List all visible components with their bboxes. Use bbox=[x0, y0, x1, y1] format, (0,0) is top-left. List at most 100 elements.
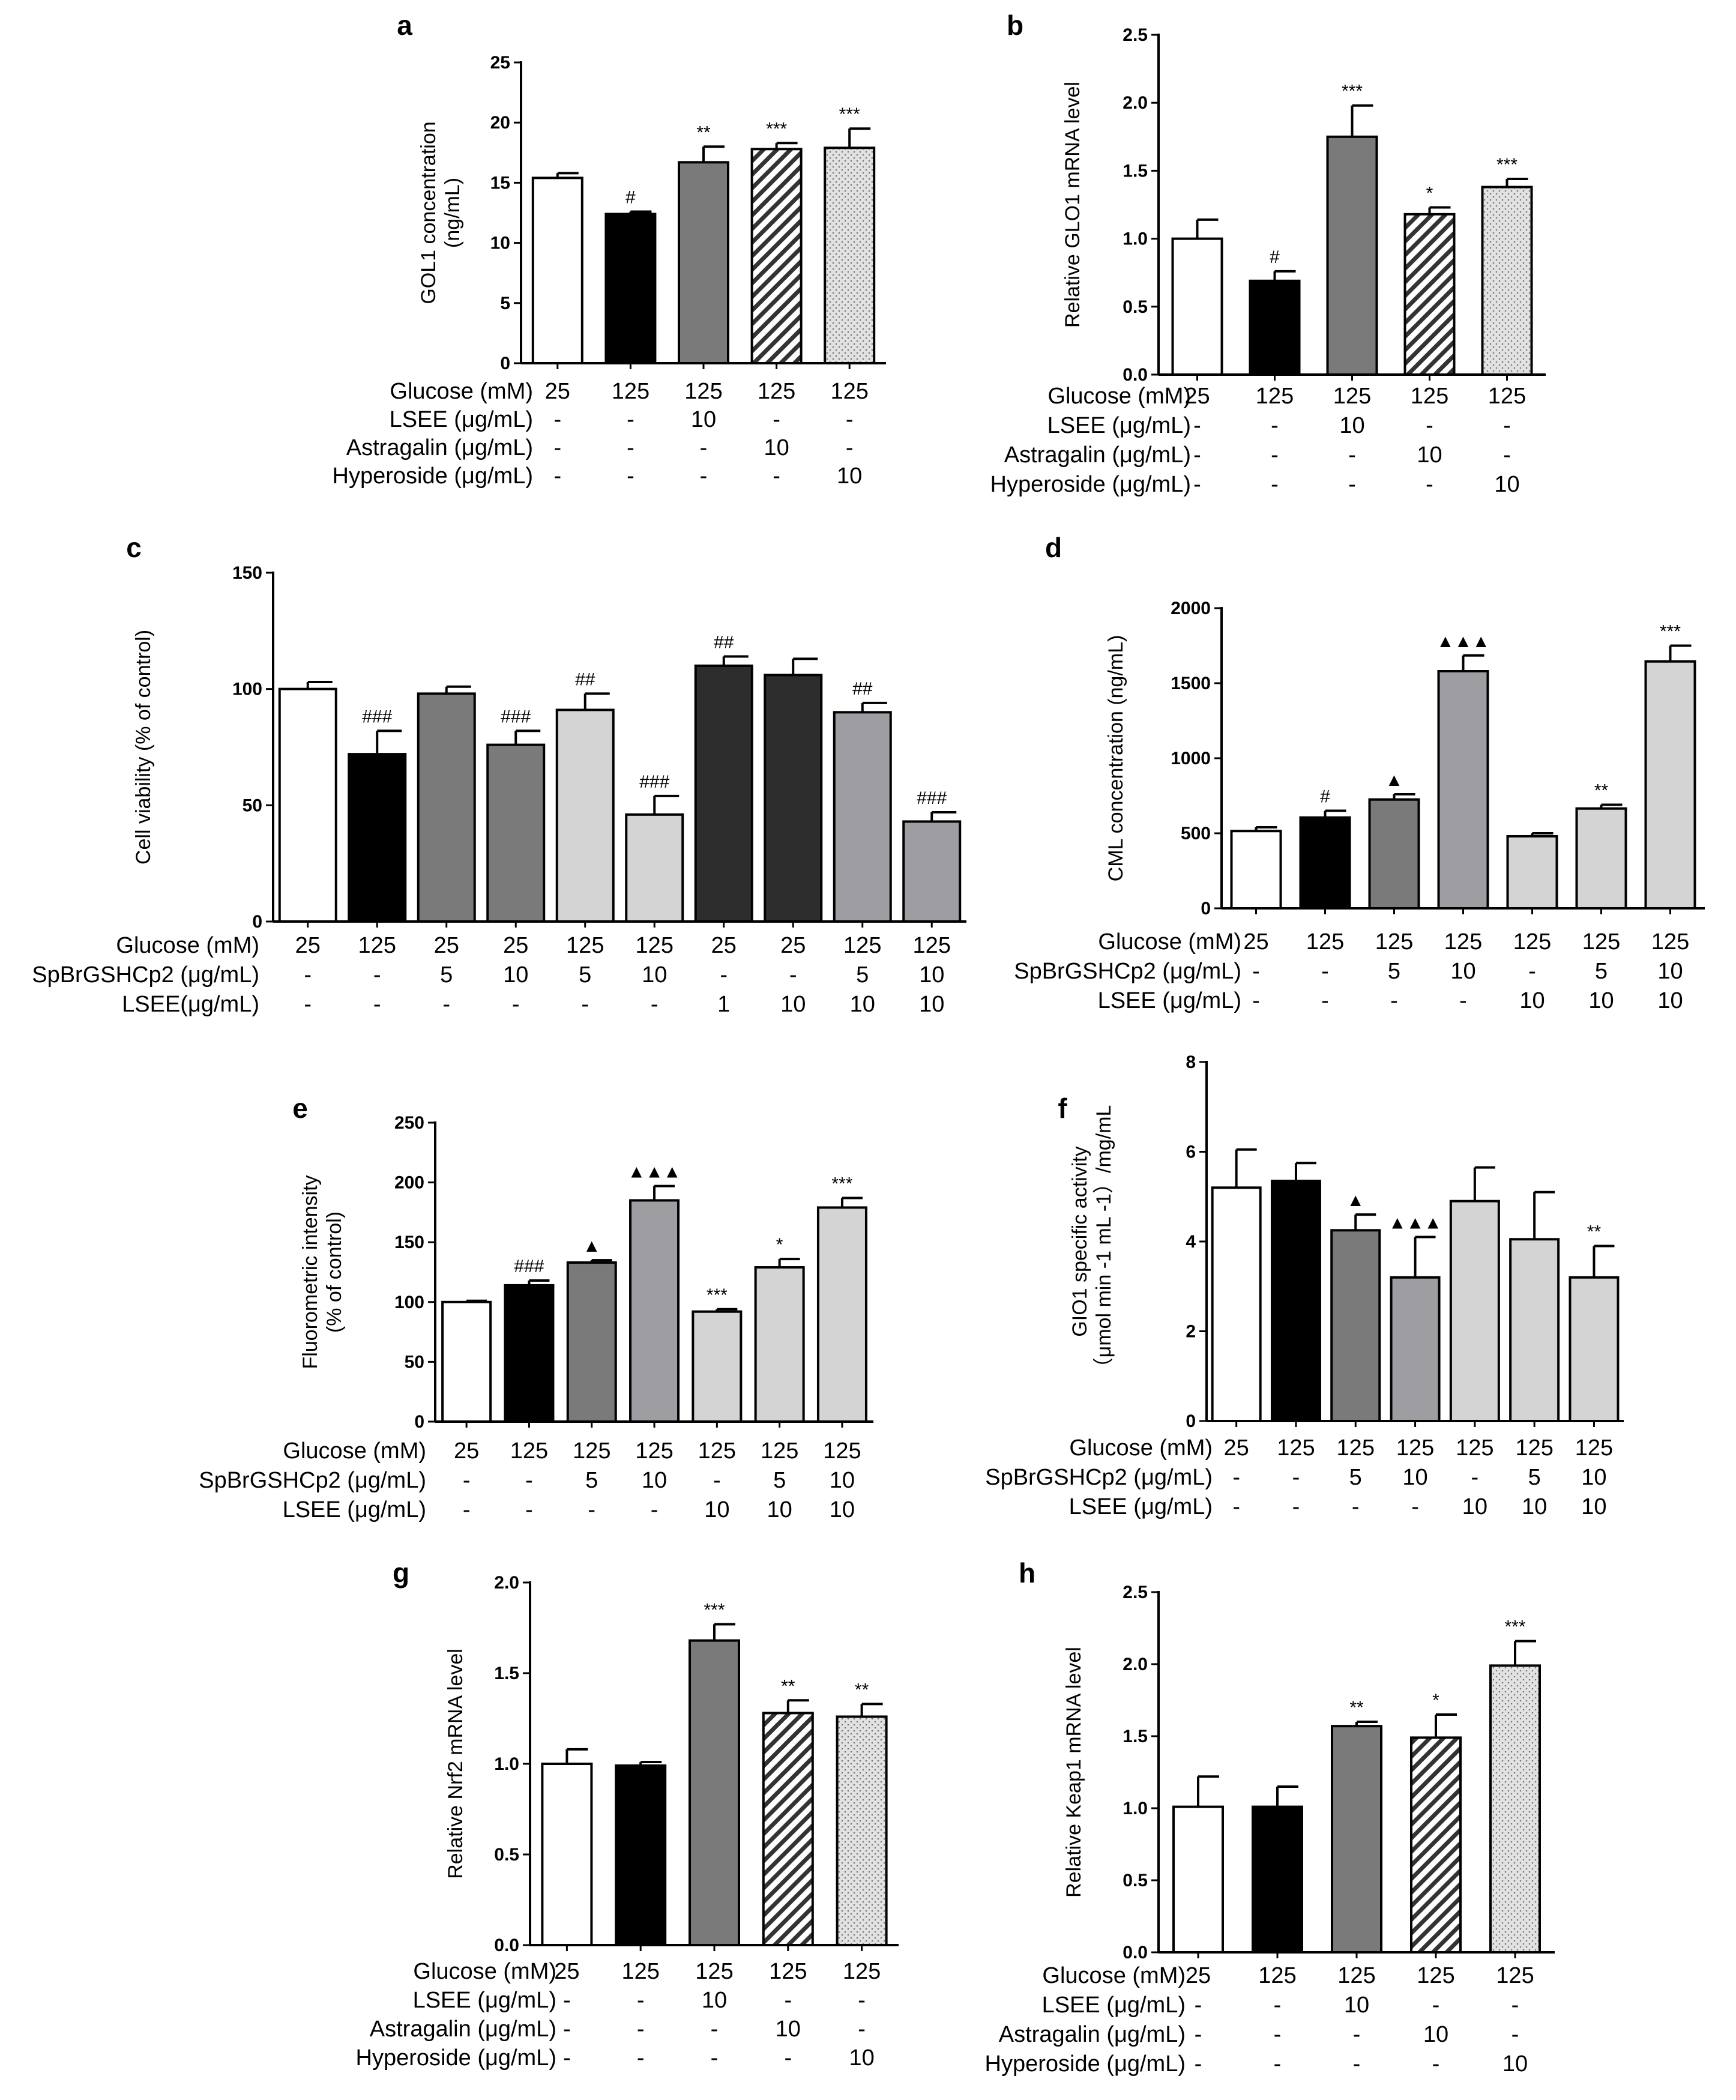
chart-d-ytick-label: 0 bbox=[1201, 899, 1211, 919]
chart-b-row-value: 10 bbox=[1494, 472, 1519, 497]
chart-g-row-value: - bbox=[637, 2017, 645, 2042]
chart-g-row-value: - bbox=[637, 2045, 645, 2071]
chart-d-row-label: LSEE (μg/mL) bbox=[1098, 988, 1241, 1013]
chart-a-row-value: - bbox=[700, 463, 708, 489]
chart-h-ylabel: Relative Keap1 mRNA level bbox=[1062, 1647, 1085, 1898]
chart-f-row-value: 125 bbox=[1515, 1435, 1553, 1461]
chart-e-ytick-label: 100 bbox=[394, 1293, 424, 1312]
chart-a-row-label: Hyperoside (μg/mL) bbox=[333, 463, 533, 489]
chart-f-ylabel: GIO1 specific activity bbox=[1068, 1146, 1091, 1336]
chart-h-ytick-label: 1.0 bbox=[1123, 1799, 1148, 1818]
chart-f-row-label: Glucose (mM) bbox=[1069, 1435, 1213, 1461]
chart-g-row-value: 125 bbox=[621, 1959, 659, 1984]
chart-d-ytick-label: 2000 bbox=[1171, 599, 1211, 618]
chart-d-bar bbox=[1299, 816, 1351, 910]
chart-c-significance-label: ## bbox=[575, 669, 595, 689]
chart-h-row-label: Hyperoside (μg/mL) bbox=[985, 2051, 1186, 2077]
chart-g-row-value: - bbox=[563, 2045, 571, 2071]
chart-c-row-value: 125 bbox=[358, 933, 396, 958]
chart-g-row-value: - bbox=[711, 2045, 719, 2071]
chart-h-bar bbox=[1172, 1805, 1224, 1954]
chart-d-ytick-label: 500 bbox=[1181, 824, 1211, 843]
chart-c-significance-label: ## bbox=[714, 632, 734, 652]
chart-c-bar bbox=[625, 813, 684, 923]
chart-a-ytick-label: 5 bbox=[500, 294, 510, 313]
chart-b-bar bbox=[1171, 237, 1223, 376]
chart-f-row-value: 5 bbox=[1349, 1465, 1362, 1490]
chart-g-row-value: - bbox=[784, 1988, 792, 2013]
chart-c-bar bbox=[694, 664, 753, 923]
chart-f-bar bbox=[1330, 1229, 1381, 1422]
chart-d-row-value: - bbox=[1252, 988, 1260, 1013]
chart-a-row-value: - bbox=[553, 463, 561, 489]
chart-c-row-value: 25 bbox=[295, 933, 321, 958]
chart-h-row-value: 25 bbox=[1186, 1963, 1211, 1988]
chart-e-ytick-label: 200 bbox=[394, 1173, 424, 1193]
chart-h-bar bbox=[1489, 1664, 1541, 1954]
chart-b-ytick-label: 1.0 bbox=[1123, 229, 1148, 249]
chart-h-ytick-label: 2.0 bbox=[1123, 1655, 1148, 1674]
chart-a-ylabel: (ng/mL) bbox=[441, 178, 464, 248]
chart-a-row-value: - bbox=[627, 435, 634, 460]
chart-c-row-value: 125 bbox=[636, 933, 674, 958]
chart-d-ytick-label: 1000 bbox=[1171, 749, 1211, 768]
chart-e-ytick-label: 250 bbox=[394, 1113, 424, 1133]
chart-b-significance-label: *** bbox=[1342, 82, 1363, 101]
chart-h-row-value: - bbox=[1274, 2022, 1282, 2047]
chart-h-row-value: - bbox=[1195, 1993, 1202, 2018]
chart-f-ytick-label: 8 bbox=[1186, 1052, 1196, 1072]
chart-b-row-label: Glucose (mM) bbox=[1047, 384, 1191, 409]
chart-a-row-value: - bbox=[846, 435, 854, 460]
chart-g-row-label: Glucose (mM) bbox=[413, 1959, 556, 1984]
chart-a-ytick-label: 20 bbox=[490, 113, 510, 133]
chart-f-ytick-label: 2 bbox=[1186, 1322, 1196, 1342]
chart-g-bar bbox=[836, 1715, 888, 1946]
chart-g-bar bbox=[541, 1763, 593, 1946]
chart-f-row-value: - bbox=[1411, 1494, 1419, 1519]
chart-h-ytick-label: 0.5 bbox=[1123, 1871, 1148, 1890]
chart-h-significance-label: ** bbox=[1349, 1698, 1364, 1718]
chart-h-row-value: - bbox=[1511, 2022, 1519, 2047]
chart-g-significance-label: ** bbox=[781, 1676, 795, 1696]
chart-h-row-value: 125 bbox=[1417, 1963, 1454, 1988]
chart-e-row-value: - bbox=[651, 1497, 659, 1522]
chart-e-row-value: 125 bbox=[823, 1438, 861, 1464]
chart-b-row-value: 125 bbox=[1488, 384, 1526, 409]
chart-b-ytick-label: 0.0 bbox=[1123, 365, 1148, 385]
chart-b-letter: b bbox=[1007, 10, 1023, 41]
chart-f-bar bbox=[1509, 1238, 1560, 1422]
chart-e-bar bbox=[504, 1284, 555, 1423]
chart-g-ytick-label: 0.5 bbox=[494, 1845, 519, 1865]
chart-e-row-value: 125 bbox=[573, 1438, 610, 1464]
chart-e-row-value: - bbox=[588, 1497, 595, 1522]
chart-e-bar bbox=[754, 1266, 805, 1423]
chart-a-row-value: - bbox=[700, 435, 708, 460]
chart-d-row-value: - bbox=[1390, 988, 1398, 1013]
chart-d-row-value: 10 bbox=[1450, 959, 1475, 984]
chart-c-row-value: 1 bbox=[717, 992, 730, 1017]
chart-a-row-value: - bbox=[627, 463, 634, 489]
chart-b-row-value: - bbox=[1503, 442, 1511, 468]
chart-e-row-value: 5 bbox=[585, 1468, 598, 1493]
chart-g-ylabel: Relative Nrf2 mRNA level bbox=[444, 1649, 467, 1879]
chart-g-row-label: Hyperoside (μg/mL) bbox=[356, 2045, 556, 2071]
chart-a-letter: a bbox=[397, 10, 412, 41]
chart-f-significance-label: ** bbox=[1587, 1222, 1602, 1242]
chart-g-row-value: 10 bbox=[776, 2017, 801, 2042]
chart-b-row-value: 10 bbox=[1339, 413, 1364, 438]
chart-e-row-value: 10 bbox=[642, 1468, 667, 1493]
chart-a-row-value: - bbox=[627, 407, 634, 432]
chart-c-letter: c bbox=[126, 532, 142, 563]
chart-d-significance-label: ▲ bbox=[1385, 770, 1403, 790]
chart-f-row-value: 125 bbox=[1575, 1435, 1613, 1461]
chart-f-row-value: 10 bbox=[1522, 1494, 1547, 1519]
chart-c-row-value: - bbox=[304, 962, 312, 988]
chart-c-row-value: 25 bbox=[711, 933, 737, 958]
chart-c-ytick-label: 50 bbox=[243, 795, 262, 815]
chart-b-row-value: - bbox=[1503, 413, 1511, 438]
chart-c-row-value: - bbox=[373, 962, 381, 988]
chart-d-row-value: - bbox=[1321, 988, 1329, 1013]
chart-c-bar bbox=[278, 687, 337, 923]
chart-d-row-label: SpBrGSHCp2 (μg/mL) bbox=[1014, 959, 1241, 984]
chart-f-row-value: - bbox=[1292, 1465, 1300, 1490]
